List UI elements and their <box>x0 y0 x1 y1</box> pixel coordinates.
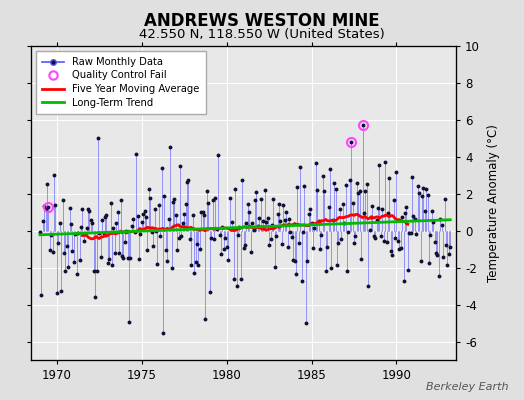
Y-axis label: Temperature Anomaly (°C): Temperature Anomaly (°C) <box>487 124 500 282</box>
Text: ANDREWS WESTON MINE: ANDREWS WESTON MINE <box>144 12 380 30</box>
Text: Berkeley Earth: Berkeley Earth <box>426 382 508 392</box>
Text: 42.550 N, 118.550 W (United States): 42.550 N, 118.550 W (United States) <box>139 28 385 41</box>
Legend: Raw Monthly Data, Quality Control Fail, Five Year Moving Average, Long-Term Tren: Raw Monthly Data, Quality Control Fail, … <box>37 51 206 114</box>
